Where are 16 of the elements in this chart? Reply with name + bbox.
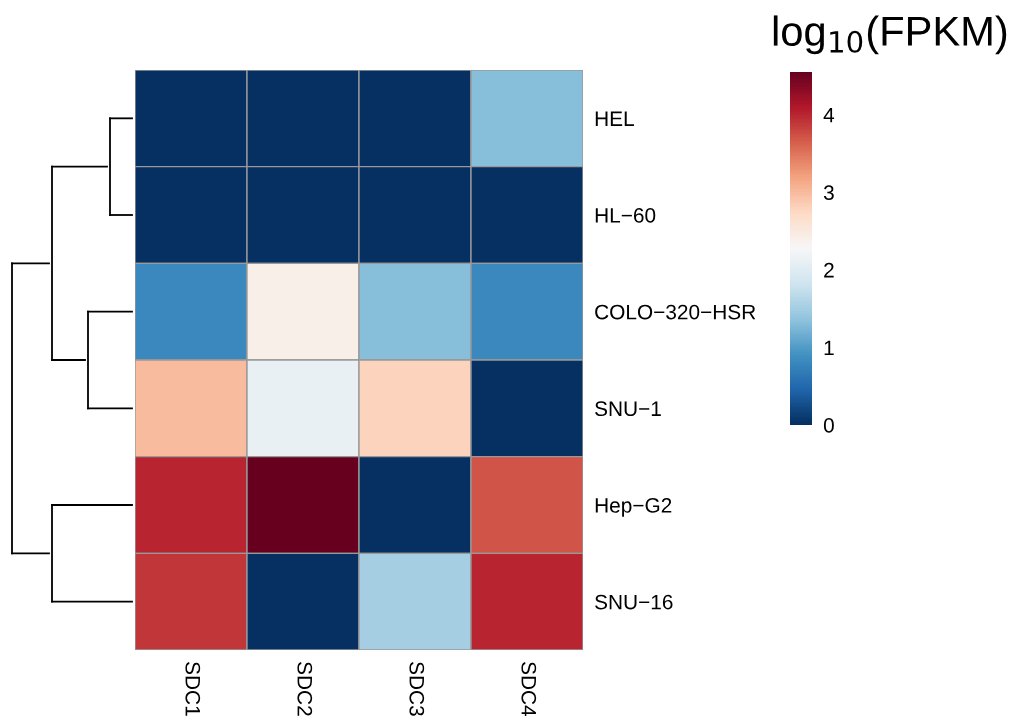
y-tick-label: SNU−16: [595, 594, 673, 610]
y-tick-label: HEL: [595, 111, 634, 126]
y-tick-label: COLO−320−HSR: [595, 304, 756, 320]
y-tick-label: HL−60: [595, 208, 656, 223]
y-tick-label: SNU−1: [595, 401, 661, 417]
color-bar-label: 2: [824, 262, 834, 278]
color-bar-label: 3: [823, 185, 834, 201]
x-tick-label: SDC4: [521, 662, 537, 717]
x-tick-label: SDC3: [409, 662, 425, 716]
color-bar-label: 1: [824, 340, 834, 355]
x-tick-label: SDC1: [185, 662, 201, 716]
y-tick-label: Hep−G2: [595, 498, 672, 517]
color-bar-label: 0: [823, 418, 834, 433]
color-bar-title: log$_{10}$(FPKM): [773, 15, 1007, 55]
color-bar-label: 4: [823, 107, 835, 123]
x-tick-label: SDC2: [297, 662, 313, 716]
